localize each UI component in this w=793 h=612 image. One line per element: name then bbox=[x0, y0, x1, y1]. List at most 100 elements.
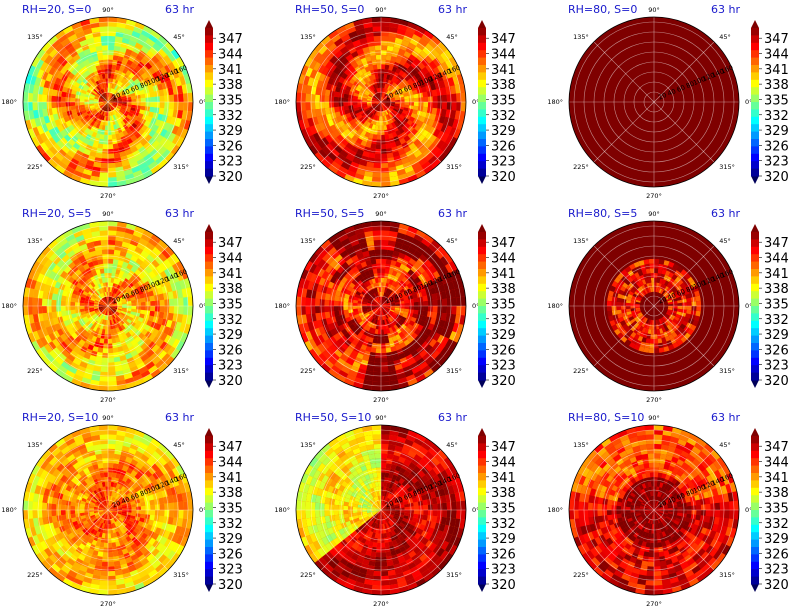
heatmap-cell bbox=[385, 110, 389, 115]
heatmap-cell bbox=[371, 102, 377, 105]
heatmap-cell bbox=[159, 279, 166, 288]
colorbar-segment bbox=[205, 168, 213, 177]
heatmap-cell bbox=[343, 306, 349, 311]
heatmap-cell bbox=[709, 122, 717, 131]
heatmap-cell bbox=[125, 326, 132, 332]
heatmap-cell bbox=[662, 94, 667, 98]
heatmap-cell bbox=[103, 306, 108, 309]
heatmap-cell bbox=[319, 102, 325, 109]
heatmap-cell bbox=[167, 255, 176, 266]
heatmap-cell bbox=[56, 259, 65, 268]
heatmap-cell bbox=[642, 50, 649, 56]
heatmap-cell bbox=[115, 133, 121, 139]
theta-tick-label: 315° bbox=[173, 163, 189, 171]
heatmap-cell bbox=[89, 221, 99, 228]
heatmap-cell bbox=[403, 62, 411, 69]
heatmap-cell bbox=[84, 274, 91, 281]
heatmap-cell bbox=[351, 122, 358, 129]
heatmap-cell bbox=[117, 306, 123, 308]
heatmap-cell bbox=[355, 112, 361, 118]
heatmap-cell bbox=[632, 37, 641, 45]
heatmap-cell bbox=[390, 274, 396, 281]
heatmap-cell bbox=[150, 30, 161, 40]
heatmap-cell bbox=[720, 117, 728, 127]
colorbar-tick-label: 338 bbox=[491, 78, 516, 93]
heatmap-cell bbox=[390, 98, 396, 101]
heatmap-cell bbox=[116, 95, 122, 99]
heatmap-cell bbox=[641, 45, 649, 52]
heatmap-cell bbox=[620, 102, 626, 106]
heatmap-cell bbox=[343, 93, 349, 99]
heatmap-cell bbox=[98, 312, 103, 318]
heatmap-cell bbox=[606, 102, 612, 108]
heatmap-cell bbox=[120, 276, 126, 282]
heatmap-cell bbox=[698, 112, 705, 120]
heatmap-cell bbox=[178, 93, 184, 102]
theta-tick-label: 90° bbox=[102, 6, 114, 14]
heatmap-cell bbox=[94, 301, 100, 304]
heatmap-cell bbox=[31, 340, 40, 352]
heatmap-cell bbox=[314, 152, 325, 163]
heatmap-cell bbox=[159, 341, 168, 351]
heatmap-cell bbox=[362, 103, 368, 107]
heatmap-cell bbox=[418, 38, 429, 47]
heatmap-cell bbox=[111, 300, 116, 304]
heatmap-cell bbox=[434, 45, 444, 55]
heatmap-cell bbox=[118, 335, 125, 342]
heatmap-cell bbox=[114, 289, 118, 294]
heatmap-cell bbox=[108, 83, 111, 88]
heatmap-cell bbox=[386, 278, 391, 284]
heatmap-cell bbox=[642, 148, 649, 154]
heatmap-cell bbox=[113, 254, 120, 260]
colorbar-tick-label: 341 bbox=[491, 63, 516, 78]
heatmap-cell bbox=[70, 297, 76, 303]
heatmap-cell bbox=[430, 83, 437, 91]
heatmap-cell bbox=[376, 88, 379, 94]
heatmap-cell bbox=[391, 116, 396, 122]
heatmap-cell bbox=[710, 152, 721, 163]
heatmap-cell bbox=[134, 174, 145, 183]
heatmap-cell bbox=[395, 344, 402, 351]
heatmap-cell bbox=[62, 315, 68, 322]
heatmap-cell bbox=[722, 136, 731, 148]
heatmap-cell bbox=[131, 299, 137, 304]
heatmap-cell bbox=[381, 148, 387, 154]
heatmap-cell bbox=[382, 106, 385, 112]
heatmap-cell bbox=[328, 30, 339, 40]
heatmap-cell bbox=[357, 280, 364, 286]
heatmap-cell bbox=[108, 100, 113, 102]
colorbar-segment bbox=[751, 109, 759, 118]
heatmap-cell bbox=[135, 346, 144, 354]
heatmap-cell bbox=[368, 284, 373, 290]
heatmap-cell bbox=[168, 336, 177, 347]
heatmap-cell bbox=[97, 55, 104, 61]
heatmap-cell bbox=[350, 161, 360, 169]
heatmap-cell bbox=[86, 241, 95, 249]
heatmap-cell bbox=[116, 97, 122, 100]
heatmap-cell bbox=[87, 344, 94, 351]
colorbar-extend-bottom bbox=[751, 176, 759, 184]
heatmap-cell bbox=[84, 331, 91, 338]
heatmap-cell bbox=[62, 25, 74, 34]
heatmap-cell bbox=[634, 87, 640, 92]
heatmap-cell bbox=[103, 304, 108, 306]
heatmap-cell bbox=[686, 57, 695, 66]
heatmap-cell bbox=[91, 312, 96, 316]
heatmap-cell bbox=[674, 78, 680, 85]
heatmap-cell bbox=[312, 61, 321, 72]
heatmap-cell bbox=[119, 250, 127, 257]
heatmap-cell bbox=[111, 333, 116, 339]
heatmap-cell bbox=[694, 34, 705, 43]
colorbar-segment bbox=[751, 124, 759, 133]
heatmap-cell bbox=[71, 293, 77, 299]
radial-tick-label: 40 bbox=[120, 291, 131, 302]
heatmap-cell bbox=[642, 93, 647, 97]
heatmap-cell bbox=[156, 69, 164, 78]
heatmap-cell bbox=[158, 146, 168, 156]
heatmap-cell bbox=[390, 306, 396, 308]
heatmap-cell bbox=[136, 158, 146, 166]
colorbar-segment bbox=[478, 153, 486, 162]
heatmap-cell bbox=[129, 313, 135, 319]
heatmap-cell bbox=[381, 334, 385, 340]
colorbar-tick-label: 320 bbox=[764, 170, 789, 185]
